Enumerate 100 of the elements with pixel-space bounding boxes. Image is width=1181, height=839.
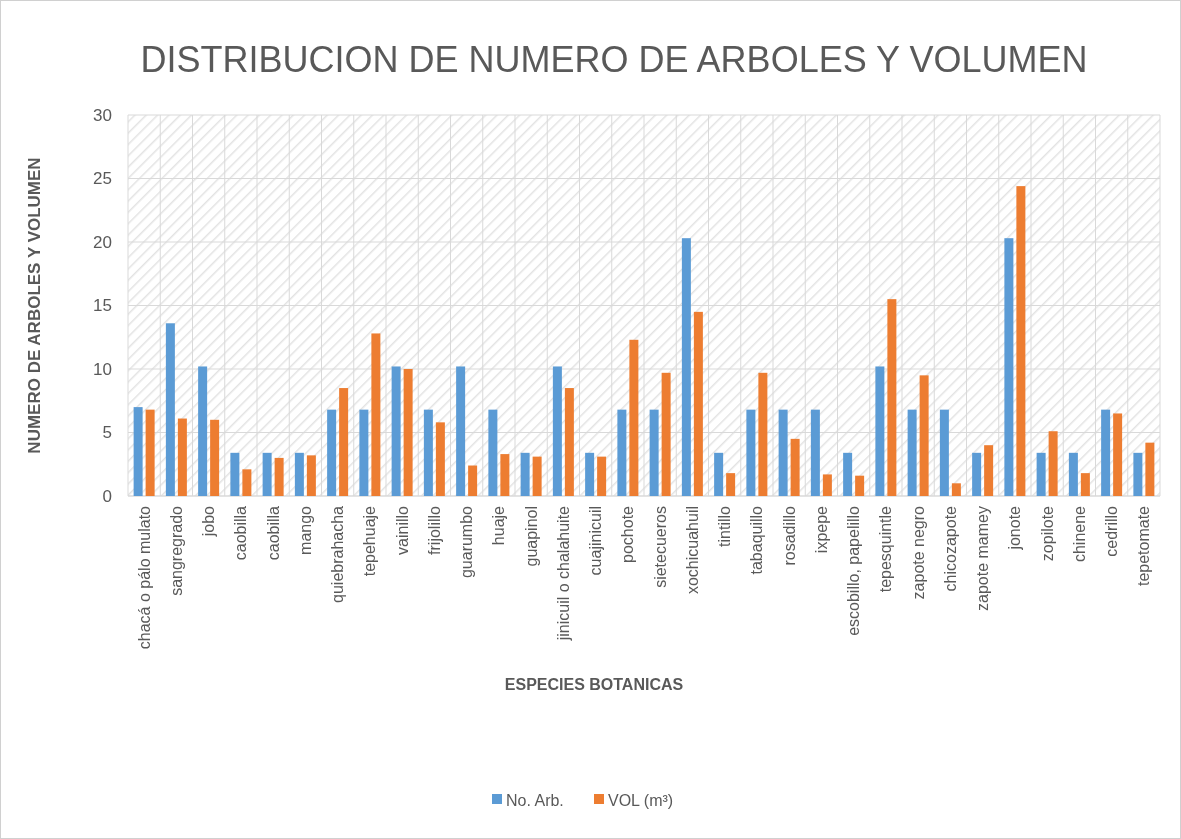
bar [371,333,381,496]
bar [758,372,768,496]
bar [327,409,337,496]
x-tick-label: chicozapote [941,505,959,592]
bar [661,372,671,496]
bar [810,409,820,496]
y-tick-label: 20 [93,232,112,252]
bar [887,299,897,496]
bar [649,409,659,496]
bar [681,238,691,496]
x-tick-label: guapinol [522,506,540,567]
x-tick-label: zopilote [1038,505,1056,562]
bar [951,483,961,496]
bar [456,366,466,496]
bar [693,311,703,496]
bar [564,388,574,496]
bar [597,456,607,496]
x-tick-label: quiebrahacha [329,505,347,603]
bar [778,409,788,496]
bar [520,452,530,496]
x-axis-title: ESPECIES BOTANICAS [504,676,684,693]
x-tick-label: jobo [200,505,218,538]
bar [875,366,885,496]
y-tick-label: 0 [102,486,112,506]
x-tick-label: guarumbo [458,505,476,579]
bar [790,438,800,496]
x-tick-label: frijolillo [425,505,443,555]
bar [1048,431,1058,496]
x-tick-label: tabaquillo [748,505,766,575]
bar [306,455,316,496]
x-tick-label: tepetomate [1135,505,1153,587]
x-tick-label: xochicuahuil [683,506,701,595]
x-tick-label: mango [296,505,314,555]
x-tick-label: vainillo [393,505,411,555]
x-tick-label: cuajinicuil [587,506,605,576]
x-tick-label: caobilla [232,505,250,561]
bar [822,474,832,496]
bar [198,366,208,496]
y-axis-title: NUMERO DE ARBOLES Y VOLUMEN [25,157,44,454]
bar [984,445,994,496]
bar [617,409,627,496]
bar [391,366,401,496]
bar [1113,413,1123,496]
bar [488,409,498,496]
bar [500,454,510,496]
x-tick-label: tepehuaje [361,505,379,577]
bar [262,452,272,496]
bar [939,409,949,496]
y-tick-label: 30 [93,105,112,125]
legend-label: No. Arb. [506,791,564,809]
bar [855,475,865,496]
bar [165,323,175,496]
bar [294,452,304,496]
bar [919,375,929,496]
x-tick-label: cedrillo [1103,505,1121,557]
bar [339,388,349,496]
bar [1068,452,1078,496]
x-tick-label: huaje [490,505,508,546]
x-tick-label: chinene [1070,505,1088,563]
bar [242,469,252,496]
x-tick-label: rosadillo [780,505,798,566]
x-tick-label: sangregrado [167,505,185,596]
bar [359,409,369,496]
x-tick-label: jinicuil o chalahuite [554,505,572,642]
bar [1080,473,1090,496]
x-tick-label: zapote mamey [974,506,992,611]
bar [1016,186,1026,496]
bar [714,452,724,496]
x-tick-label: chacá o pálo mulato [135,505,153,650]
legend-label: VOL (m³) [608,791,674,809]
bar [468,465,478,496]
bar [843,452,853,496]
y-tick-label: 15 [93,296,112,316]
x-tick-label: sietecueros [651,506,669,588]
bar [1101,409,1111,496]
x-tick-label: pochote [619,505,637,563]
x-tick-label: escobillo, papelillo [845,505,863,636]
y-tick-label: 10 [93,359,112,379]
chart-title: DISTRIBUCION DE NUMERO DE ARBOLES Y VOLUMEN [140,39,1088,80]
bar [230,452,240,496]
bar [274,457,284,496]
bar [629,339,639,496]
bar [532,456,542,496]
x-tick-label: tintillo [716,505,734,547]
x-tick-label: caobilla [264,505,282,561]
bar [907,409,917,496]
x-tick-label: tepesquintle [877,505,895,593]
bar [1004,238,1014,496]
bar [133,407,143,496]
bar [423,409,433,496]
bar [177,418,187,496]
bar [585,452,595,496]
x-tick-label: zapote negro [909,505,927,600]
bar [145,409,155,496]
x-tick-label: ixpepe [812,505,830,554]
x-tick-label: jonote [1006,505,1024,551]
bar [210,419,220,496]
bar [972,452,982,496]
bar [552,366,562,496]
bar [1036,452,1046,496]
